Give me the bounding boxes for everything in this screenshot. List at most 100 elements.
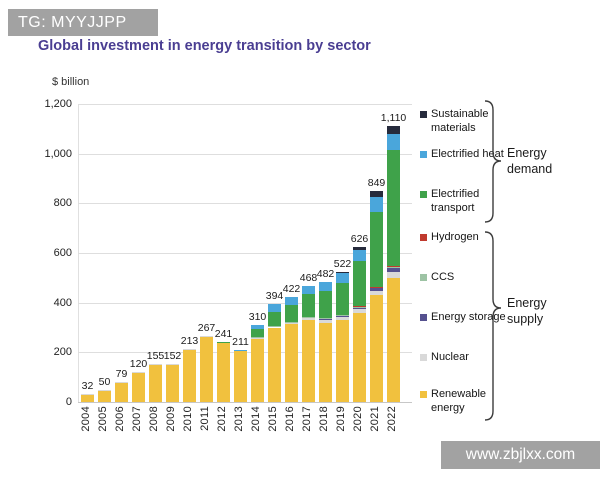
x-axis-year-label: 2007 (131, 406, 143, 432)
bar-segment-electrified-heat (268, 304, 281, 312)
bar-segment-energy-storage (370, 288, 383, 291)
x-axis-year-label: 2004 (80, 406, 92, 432)
gridline-400 (78, 302, 412, 304)
bar-total-label: 522 (333, 258, 352, 271)
bar-segment-electrified-transport (319, 291, 332, 319)
bar-segment-electrified-heat (370, 197, 383, 213)
bar-segment-electrified-transport (302, 294, 315, 317)
legend-label: CCS (431, 271, 455, 283)
bar-segment-energy-storage (387, 267, 400, 272)
bar-segment-renewable-energy (234, 351, 247, 402)
gridline-1,000 (78, 153, 412, 155)
bar-segment-renewable-energy (81, 394, 94, 402)
legend-label: Hydrogen (431, 231, 479, 243)
bar-segment-ccs (353, 306, 366, 308)
bar-segment-renewable-energy (132, 372, 145, 402)
legend-label: Electrified transport (431, 188, 480, 214)
y-axis-unit-label: $ billion (52, 76, 90, 88)
legend-group-label-energy-demand: Energy demand (507, 146, 553, 176)
x-axis-year-label: 2006 (114, 406, 126, 432)
legend-swatch-icon (420, 110, 427, 118)
bar-total-label: 32 (81, 380, 94, 393)
bar-segment-electrified-transport (336, 282, 349, 315)
gridline-800 (78, 203, 412, 205)
legend-swatch-icon (420, 390, 427, 398)
bar-total-label: 849 (367, 177, 386, 190)
bar-segment-nuclear (336, 316, 349, 321)
x-axis-year-label: 2021 (369, 406, 381, 432)
bar-segment-renewable-energy (336, 320, 349, 402)
x-axis-year-label: 2008 (148, 406, 160, 432)
brace-energy-supply (484, 231, 502, 421)
legend-swatch-icon (420, 233, 427, 241)
x-axis-year-label: 2020 (352, 406, 364, 432)
x-axis-year-label: 2022 (386, 406, 398, 432)
legend-label: Renewable energy (431, 388, 487, 414)
bar-segment-renewable-energy (200, 336, 213, 402)
gridline-1,200 (78, 104, 412, 105)
bar-segment-sustainable-materials (336, 272, 349, 274)
brace-energy-demand (484, 100, 502, 223)
bar-total-label: 310 (248, 311, 267, 324)
bar-segment-electrified-heat (302, 285, 315, 295)
x-axis-year-label: 2015 (267, 406, 279, 432)
legend-label: Nuclear (431, 351, 469, 363)
bar-segment-nuclear (217, 342, 230, 344)
bar-segment-electrified-heat (251, 325, 264, 330)
watermark-badge-bottom-right: www.zbjlxx.com (441, 441, 600, 469)
bar-segment-sustainable-materials (353, 246, 366, 250)
y-tick-label: 200 (53, 346, 72, 359)
legend-swatch-icon (420, 150, 427, 158)
bar-segment-renewable-energy (183, 350, 196, 402)
bar-segment-nuclear (285, 322, 298, 324)
bar-segment-nuclear (234, 350, 247, 352)
y-tick-label: 1,200 (44, 98, 72, 110)
bar-segment-nuclear (268, 326, 281, 328)
bar-segment-renewable-energy (370, 295, 383, 402)
bar-segment-renewable-energy (268, 327, 281, 402)
bar-segment-electrified-transport (370, 212, 383, 287)
bar-segment-electrified-heat (319, 282, 332, 292)
bar-total-label: 241 (214, 328, 233, 341)
bar-segment-electrified-transport (268, 311, 281, 326)
y-tick-label: 0 (65, 396, 72, 408)
legend-label: Electrified heat (431, 148, 504, 160)
bar-segment-energy-storage (302, 316, 315, 318)
bar-segment-energy-storage (353, 307, 366, 309)
bar-total-label: 422 (282, 283, 301, 296)
bar-segment-renewable-energy (319, 322, 332, 402)
y-tick-label: 600 (53, 247, 72, 259)
x-axis-year-label: 2016 (284, 406, 296, 432)
bar-segment-ccs (370, 287, 383, 289)
bar-segment-renewable-energy (115, 382, 128, 402)
bar-segment-renewable-energy (98, 389, 111, 402)
bar-total-label: 120 (129, 358, 148, 371)
bar-segment-nuclear (200, 335, 213, 337)
bar-segment-renewable-energy (302, 320, 315, 402)
legend-group-braces (484, 100, 502, 421)
y-tick-label: 1,000 (44, 147, 72, 160)
bar-segment-nuclear (166, 364, 179, 365)
bar-segment-nuclear (319, 319, 332, 323)
page-title: Global investment in energy transition b… (38, 38, 371, 54)
legend-swatch-icon (420, 353, 427, 361)
bar-segment-nuclear (370, 290, 383, 296)
bar-total-label: 152 (163, 350, 182, 363)
legend-label: Sustainable materials (431, 108, 489, 134)
x-axis-year-label: 2010 (182, 406, 194, 432)
bar-segment-nuclear (387, 271, 400, 278)
bar-total-label: 79 (115, 368, 128, 381)
bar-segment-energy-storage (336, 315, 349, 317)
bar-segment-nuclear (302, 317, 315, 321)
x-axis-year-label: 2019 (335, 406, 347, 432)
bar-segment-renewable-energy (387, 277, 400, 402)
bar-total-label: 482 (316, 268, 335, 281)
bar-segment-renewable-energy (149, 364, 162, 402)
bar-total-label: 267 (197, 321, 216, 334)
x-axis-year-label: 2017 (301, 406, 313, 432)
bar-total-label: 394 (265, 290, 284, 303)
x-axis-year-label: 2011 (199, 406, 211, 431)
bar-total-label: 155 (146, 349, 165, 362)
x-axis-year-label: 2009 (165, 406, 177, 432)
